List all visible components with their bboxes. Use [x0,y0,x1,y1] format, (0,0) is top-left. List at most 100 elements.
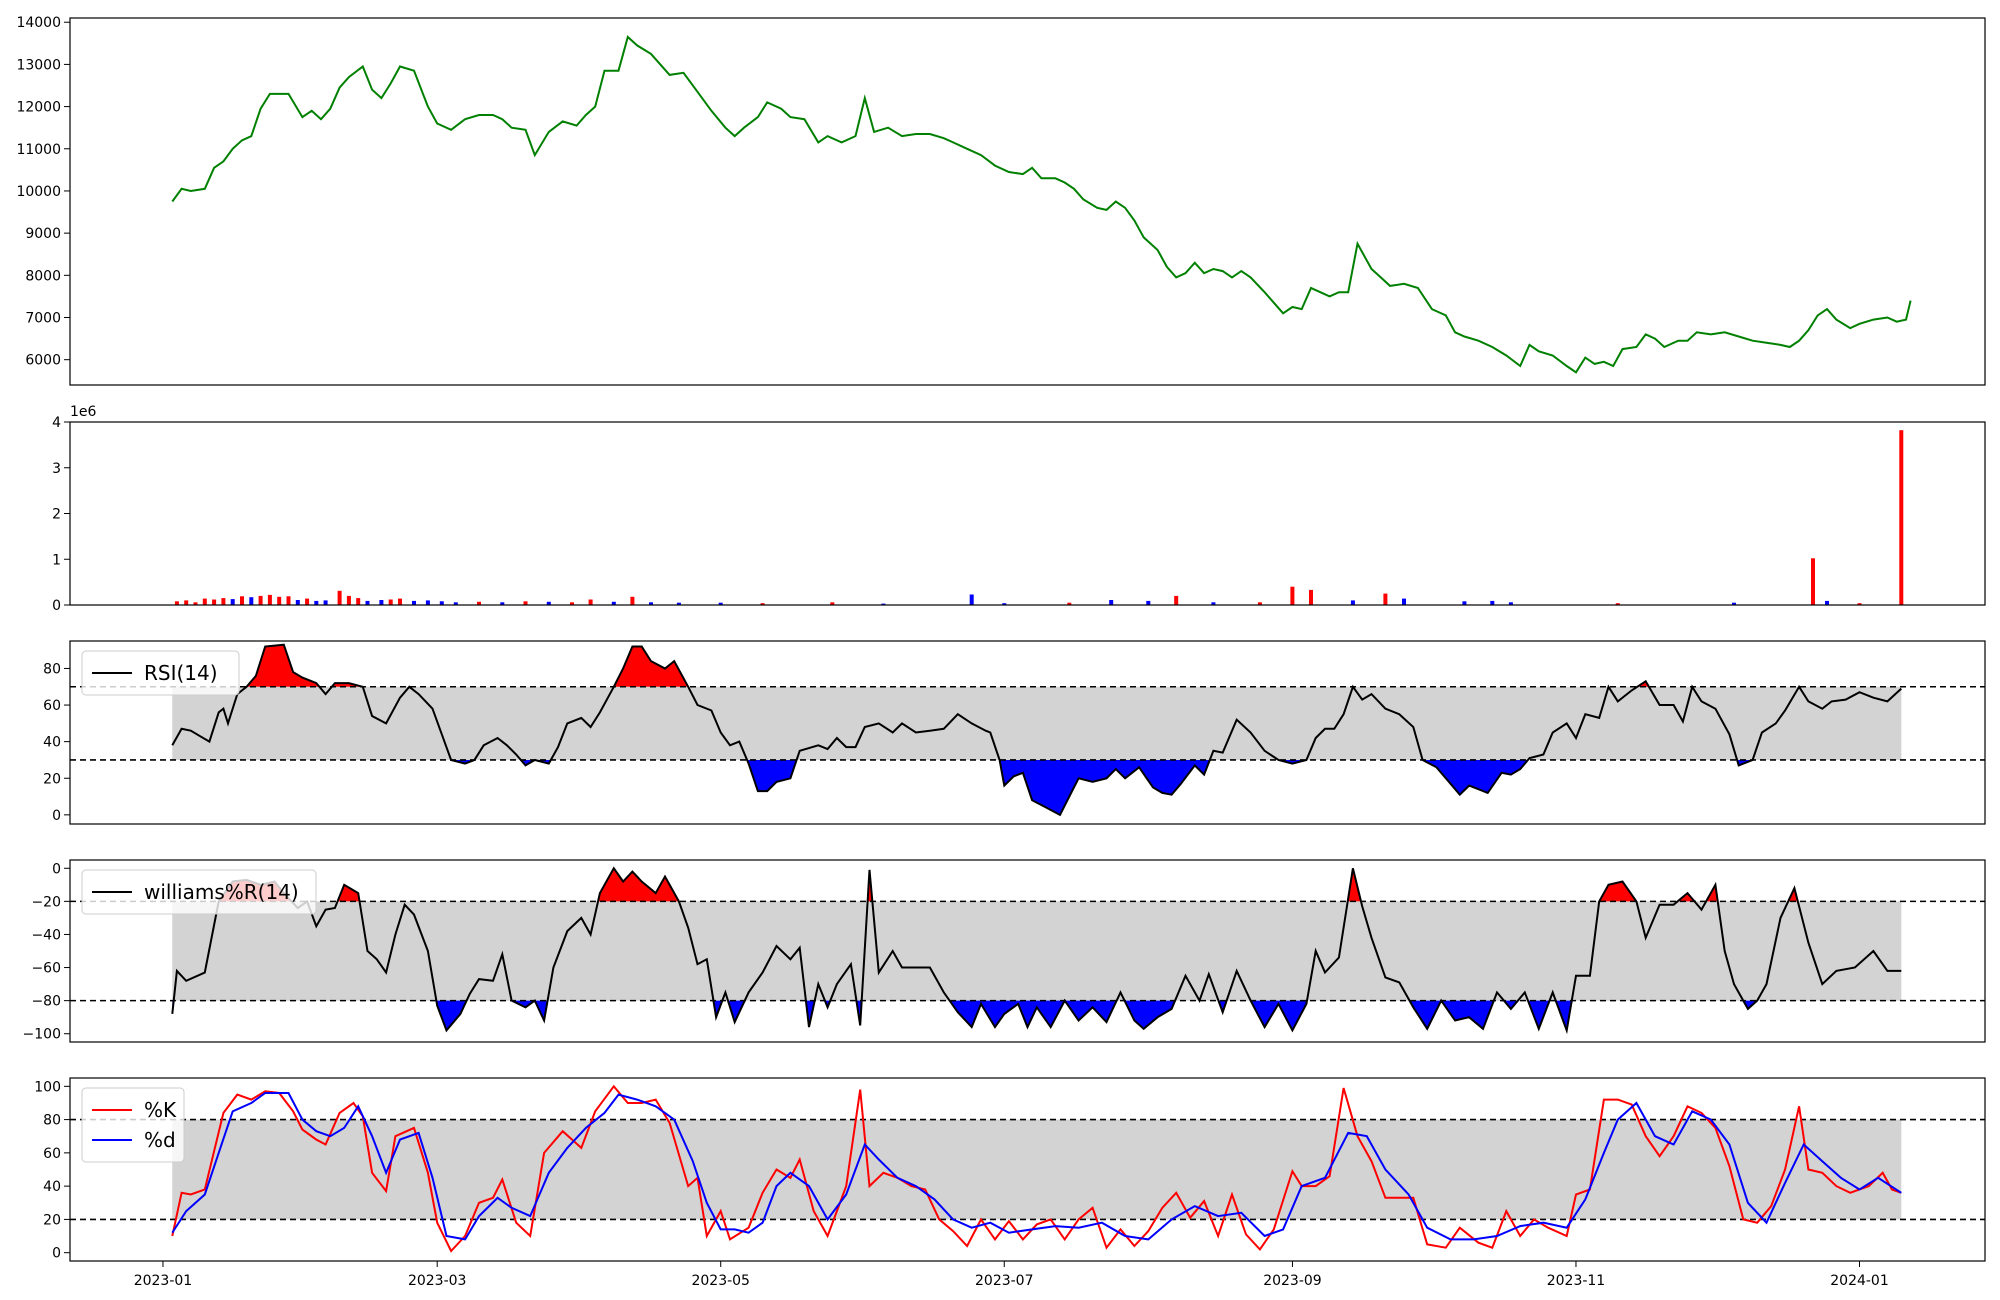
legend-box [81,869,317,915]
overbought-fill [598,868,679,902]
volume-bar [1490,600,1495,605]
volume-bar [1067,602,1072,605]
oversold-fill [1528,1000,1550,1029]
price-line [171,35,1912,374]
volume-bar [184,600,189,605]
volume-bar [1857,603,1862,605]
y-tick-label: 0 [52,808,61,824]
legend-label: %d [144,1128,176,1152]
y-tick-label: −20 [31,894,61,910]
y-tick-label: 7000 [25,311,61,327]
volume-bar [323,600,328,605]
volume-bar [1257,602,1262,605]
williams-line [171,866,1902,1035]
y-tick-label: 14000 [16,15,61,31]
volume-bar [969,594,974,605]
plot-frame [69,17,1986,386]
volume-bar [1174,595,1179,605]
volume-bar [388,599,393,605]
volume-bar [379,600,384,605]
overbought-fill [1677,893,1695,902]
volume-bar [267,594,272,605]
k-line [171,1084,1902,1253]
volume-bar [365,600,370,605]
y-tick-label: 11000 [16,142,61,158]
volume-bar [546,601,551,605]
plot-frame [69,859,1986,1043]
volume-bar [1508,602,1513,605]
volume-bar [286,596,291,605]
y-tick-label: 3 [52,461,61,477]
volume-bar [412,600,416,605]
legend-label: williams%R(14) [144,880,299,904]
volume-bar [202,598,207,605]
stochastic-panel: 100 80 60 40 20 0 %K %d [34,1077,1986,1262]
volume-bar [1732,602,1736,605]
plot-frame [69,640,1986,825]
oversold-fill [728,1000,745,1023]
volume-bar [425,600,430,605]
y-tick-label: 12000 [16,100,61,116]
volume-bar [1350,600,1355,605]
y-tick-label: 100 [34,1079,61,1095]
legend: williams%R(14) [81,869,317,915]
volume-bar [212,599,217,605]
oversold-fill [747,760,797,792]
volume-bar [1402,598,1406,605]
y-tick-label: 13000 [16,57,61,73]
volume-bar [830,602,835,605]
oversold-fill [1503,1000,1518,1009]
volume-bar [1146,600,1151,605]
y-tick-label: 20 [43,771,61,787]
y-tick-label: 20 [43,1212,61,1228]
overbought-fill [246,644,320,687]
y-tick-label: 80 [43,1113,61,1129]
rsi-panel: 80 60 40 20 0 RSI(14) [43,640,1986,825]
y-tick-label: −60 [31,961,61,977]
y-tick-label: 0 [52,1246,61,1262]
volume-bar [337,590,342,605]
y-tick-label: 40 [43,735,61,751]
volume-bar [439,601,444,605]
y-tick-label: 0 [52,861,61,877]
volume-bar [1109,600,1114,605]
oversold-fill [1422,760,1528,795]
volume-bar [1309,589,1313,605]
volume-bar [1811,558,1815,605]
volume-bar [760,603,765,605]
volume-bar [230,599,235,605]
williams-panel: 0 −20 −40 −60 −80 −100 williams%R(14) [23,859,1986,1043]
x-tick-label: 2023-09 [1263,1273,1322,1289]
y-tick-label: 0 [52,598,61,614]
legend: %K %d [81,1087,185,1163]
band-fill [172,686,1902,760]
x-tick-label: 2023-05 [691,1273,750,1289]
volume-bar [453,602,458,605]
volume-bar [295,600,300,605]
volume-bar [1615,603,1620,605]
volume-bar [718,602,723,605]
y-tick-label: 6000 [25,353,61,369]
oversold-fill [1250,1000,1307,1031]
volume-bar [630,596,635,605]
plot-frame [69,1077,1986,1262]
y-tick-label: 60 [43,1146,61,1162]
oversold-fill [999,760,1210,815]
y-tick-label: 60 [43,698,61,714]
y-tick-label: −80 [31,994,61,1010]
volume-bar [1462,601,1467,605]
volume-bar [1002,603,1007,605]
y-tick-label: 80 [43,661,61,677]
volume-bar [174,601,179,605]
volume-bar [305,598,310,605]
volume-bar [570,602,574,605]
x-tick-label: 2023-07 [975,1273,1034,1289]
x-tick-label: 2023-01 [134,1273,193,1289]
y-tick-label: 9000 [25,226,61,242]
axis-offset-label: 1e6 [70,404,97,420]
y-tick-label: 2 [52,507,61,523]
x-axis: 2023-01 2023-03 2023-05 2023-07 2023-09 2023-… [134,1261,1889,1289]
volume-bar [1383,593,1388,605]
volume-bar [881,603,886,605]
